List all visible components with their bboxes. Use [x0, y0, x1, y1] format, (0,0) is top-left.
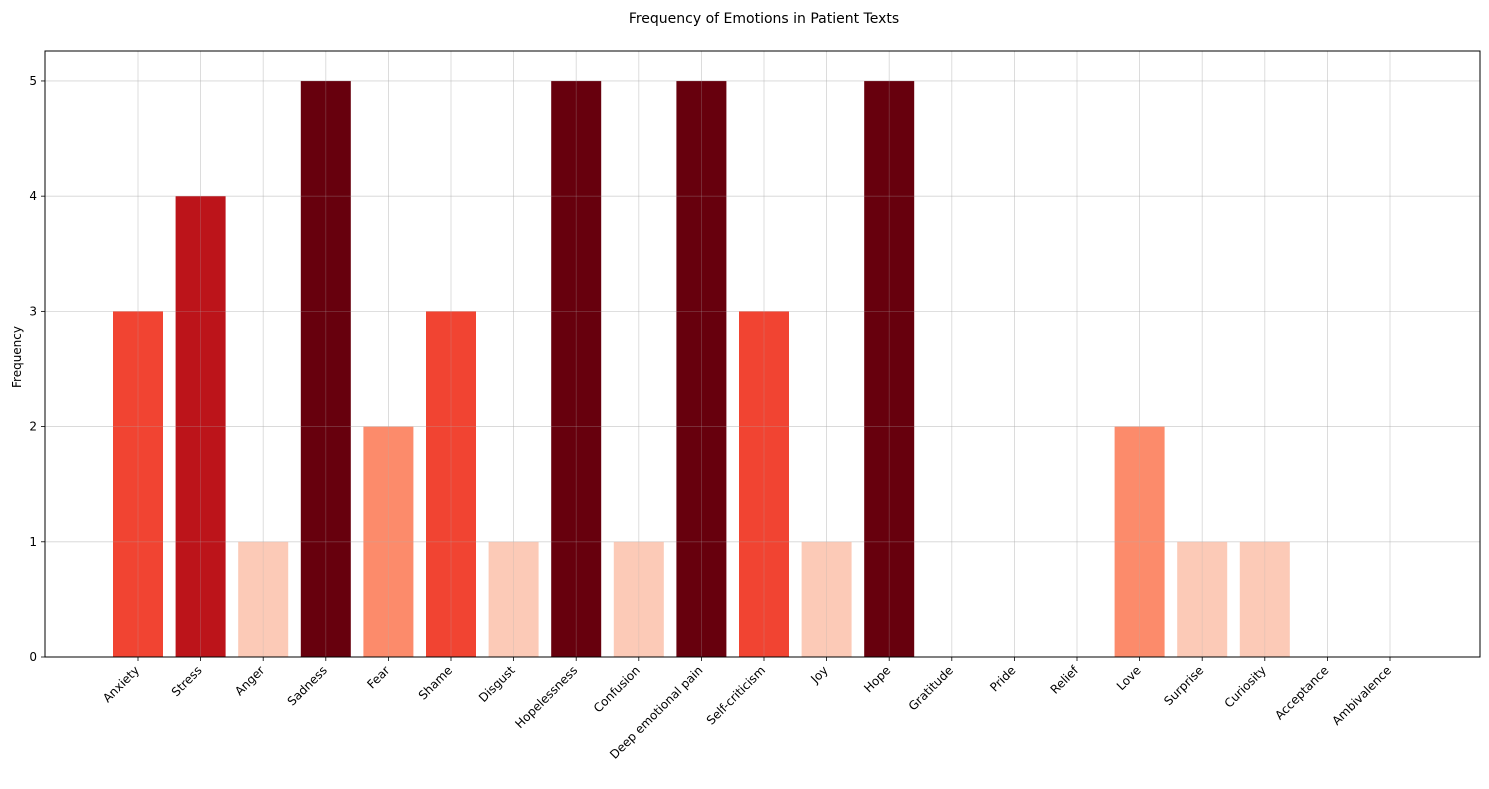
- bar: [551, 80, 602, 658]
- bar: [363, 426, 414, 657]
- chart-title: Frequency of Emotions in Patient Texts: [629, 11, 899, 27]
- bar: [238, 541, 289, 657]
- bar: [426, 311, 476, 657]
- y-tick-label: 2: [29, 420, 37, 434]
- y-tick-label: 1: [29, 535, 37, 549]
- bar: [113, 311, 163, 657]
- grid-overlay: [45, 51, 1480, 658]
- y-tick-label: 5: [29, 74, 37, 88]
- bar: [613, 541, 664, 657]
- bar: [1239, 541, 1290, 657]
- bar: [739, 311, 789, 657]
- bar: [300, 80, 351, 658]
- plot-frame: [44, 50, 1481, 658]
- bar: [864, 80, 915, 658]
- y-tick-label: 4: [29, 189, 37, 203]
- bar: [1114, 426, 1165, 657]
- bars: [113, 80, 1290, 658]
- axes: [41, 50, 1481, 661]
- y-axis-label: Frequency: [10, 326, 24, 388]
- bar: [676, 80, 727, 658]
- y-tick-label: 3: [29, 304, 37, 318]
- y-tick-label: 0: [29, 650, 37, 664]
- bar: [175, 196, 226, 657]
- bar: [488, 541, 539, 657]
- bar: [801, 541, 852, 657]
- bar: [1177, 541, 1228, 657]
